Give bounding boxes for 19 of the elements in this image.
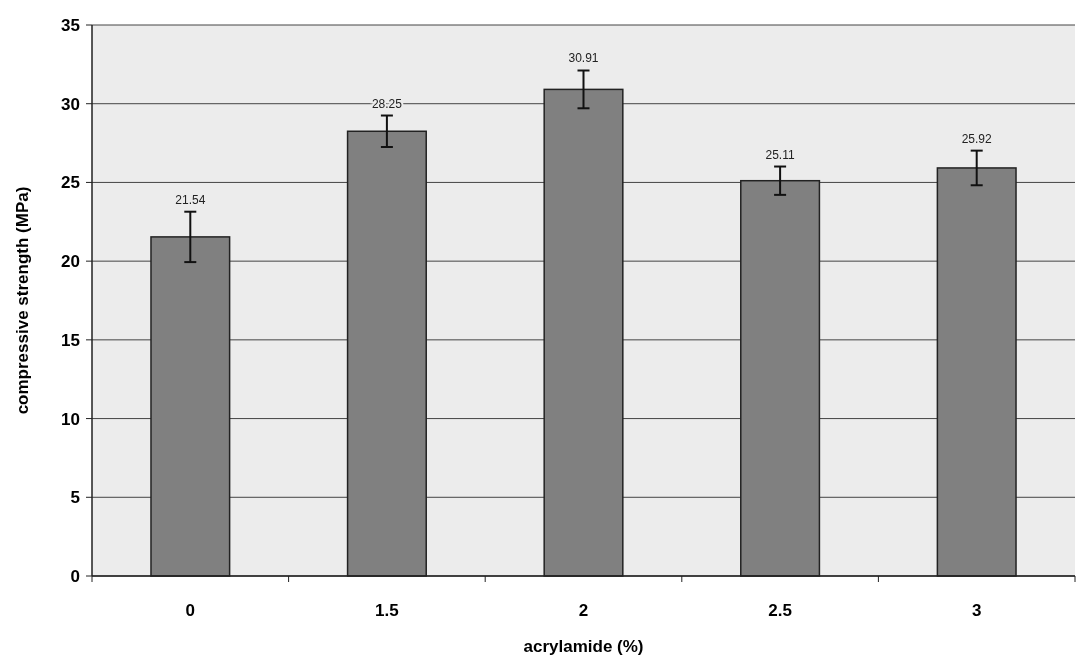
data-label: 25.11 bbox=[765, 147, 795, 162]
y-tick-label: 0 bbox=[70, 566, 80, 586]
x-tick-label: 3 bbox=[971, 601, 982, 620]
y-tick-label: 15 bbox=[61, 330, 80, 350]
x-tick-label: 2.5 bbox=[768, 601, 792, 620]
y-tick-label: 20 bbox=[61, 252, 80, 272]
y-tick-label: 5 bbox=[70, 488, 80, 508]
data-label: 30.91 bbox=[568, 51, 599, 66]
data-label: 25.92 bbox=[961, 131, 993, 146]
x-tick-label: 0 bbox=[185, 601, 196, 620]
y-tick-label: 35 bbox=[61, 15, 80, 35]
x-tick-label: 2 bbox=[578, 601, 589, 620]
y-tick-label: 30 bbox=[61, 94, 80, 114]
x-axis-title: acrylamide (%) bbox=[523, 637, 644, 656]
x-tick-label: 1.5 bbox=[375, 601, 399, 620]
y-tick-label: 10 bbox=[61, 409, 80, 429]
data-label: 21.54 bbox=[175, 192, 206, 207]
y-tick-label: 25 bbox=[61, 173, 80, 193]
y-axis-title: compressive strength (MPa) bbox=[13, 186, 32, 415]
